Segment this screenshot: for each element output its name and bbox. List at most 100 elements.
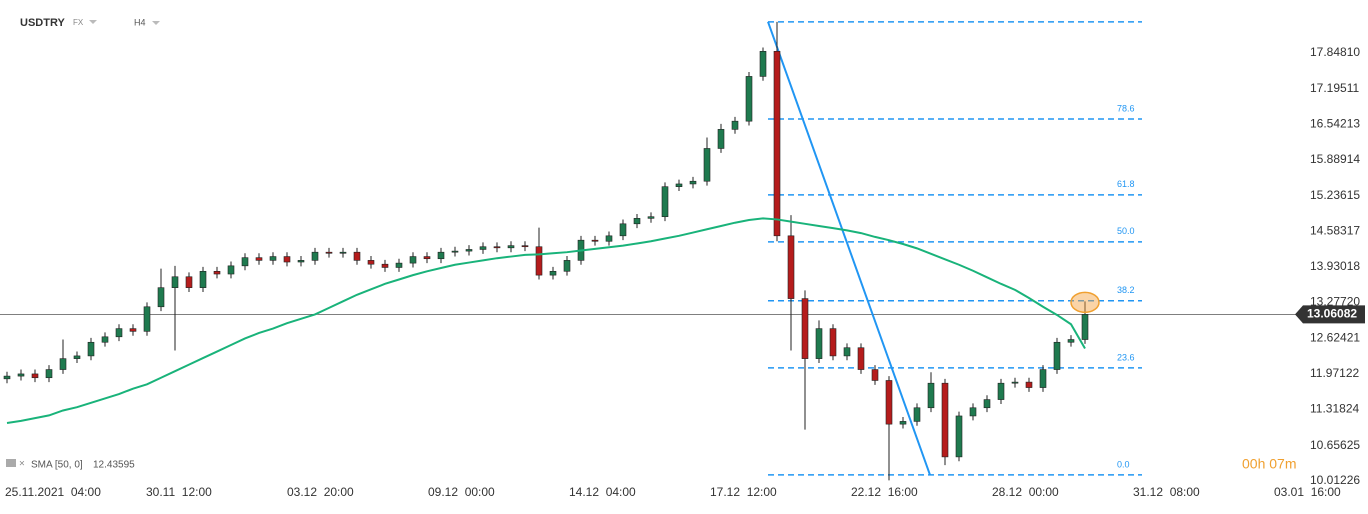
candle-body — [143, 306, 151, 332]
candle-body — [675, 183, 683, 187]
candle-body — [157, 287, 165, 308]
candle-body — [983, 399, 991, 409]
candle-body — [325, 251, 333, 254]
x-tick-label: 28.12 00:00 — [992, 485, 1059, 499]
y-tick-label: 14.58317 — [1310, 223, 1360, 237]
y-tick-label: 12.62421 — [1310, 330, 1360, 344]
candle-body — [1025, 381, 1033, 388]
candle-body — [59, 358, 67, 370]
candle-body — [913, 407, 921, 422]
close-icon[interactable]: × — [19, 459, 25, 470]
candle-body — [31, 373, 39, 379]
candle-body — [619, 223, 627, 237]
candle-body — [703, 148, 711, 182]
x-tick-label: 30.11 12:00 — [146, 485, 212, 499]
y-tick-label: 11.31824 — [1310, 402, 1359, 416]
candle-body — [507, 245, 515, 249]
candle-body — [997, 382, 1005, 400]
candle-body — [311, 251, 319, 261]
candle-body — [661, 186, 669, 218]
sma-value: 12.43595 — [93, 460, 135, 471]
candle-body — [927, 382, 935, 409]
candle-body — [857, 347, 865, 370]
fib-label: 0.0 — [1117, 459, 1130, 469]
x-tick-label: 22.12 16:00 — [851, 485, 918, 499]
candle-body — [759, 51, 767, 77]
x-tick-label: 14.12 04:00 — [569, 485, 636, 499]
candle-body — [731, 120, 739, 130]
candle-body — [535, 246, 543, 276]
candle-body — [465, 249, 473, 252]
candle-body — [1011, 381, 1019, 384]
y-tick-label: 16.54213 — [1310, 117, 1360, 131]
y-tick-label: 10.01226 — [1310, 473, 1360, 487]
candle-body — [941, 382, 949, 458]
candle-body — [605, 235, 613, 242]
symbol[interactable]: USDTRY — [20, 17, 65, 29]
candle-body — [115, 328, 123, 338]
candle-body — [213, 270, 221, 275]
candle-body — [689, 180, 697, 185]
candle-body — [297, 260, 305, 263]
candle-body — [199, 270, 207, 288]
candle-body — [843, 347, 851, 357]
price-tag-label: 13.06082 — [1307, 307, 1357, 321]
x-tick-label: 31.12 08:00 — [1133, 485, 1200, 499]
x-tick-label: 03.01 16:00 — [1274, 485, 1341, 499]
candle-body — [717, 129, 725, 149]
interval[interactable]: H4 — [134, 17, 146, 27]
fib-label: 38.2 — [1117, 285, 1135, 295]
trend-line — [767, 21, 931, 476]
candle-body — [367, 260, 375, 265]
timer: 00h 07m — [1242, 456, 1296, 472]
fib-label: 23.6 — [1117, 352, 1135, 362]
market[interactable]: FX — [73, 18, 84, 27]
candle-body — [885, 380, 893, 425]
fib-label: 61.8 — [1117, 179, 1135, 189]
candle-body — [185, 276, 193, 288]
fib-label: 78.6 — [1117, 103, 1135, 113]
candle-body — [479, 246, 487, 250]
candle-body — [801, 298, 809, 359]
candle-body — [493, 246, 501, 249]
candle-body — [269, 256, 277, 261]
dropdown-arrow[interactable] — [152, 21, 160, 25]
candle-body — [73, 355, 81, 359]
candle-body — [871, 369, 879, 381]
candle-body — [647, 216, 655, 219]
price-tag — [1295, 305, 1365, 324]
x-tick-label: 17.12 12:00 — [710, 485, 777, 499]
candle-body — [381, 263, 389, 268]
x-tick-label: 25.11.2021 04:00 — [5, 485, 101, 499]
candle-body — [633, 218, 641, 225]
dropdown-arrow[interactable] — [89, 20, 97, 24]
candle-body — [563, 260, 571, 272]
candle-body — [101, 336, 109, 343]
candle-body — [815, 328, 823, 359]
candle-body — [899, 421, 907, 425]
y-tick-label: 17.84810 — [1310, 45, 1360, 59]
candle-body — [423, 256, 431, 260]
y-tick-label: 10.65625 — [1310, 438, 1360, 452]
candle-body — [521, 245, 529, 248]
x-tick-label: 03.12 20:00 — [287, 485, 354, 499]
candle-body — [17, 373, 25, 377]
candle-body — [549, 270, 557, 276]
indicator-icon[interactable] — [6, 459, 16, 467]
sma-line — [6, 217, 1086, 425]
candle-body — [87, 341, 95, 357]
y-tick-label: 17.19511 — [1310, 81, 1359, 95]
y-tick-label: 15.88914 — [1310, 152, 1360, 166]
candle-body — [829, 328, 837, 357]
candle-body — [451, 250, 459, 253]
candle-body — [171, 276, 179, 288]
y-tick-label: 15.23615 — [1310, 188, 1360, 202]
candle-body — [773, 51, 781, 237]
candle-body — [283, 256, 291, 263]
candle-body — [45, 369, 53, 379]
candle-body — [1067, 339, 1075, 343]
candle-body — [1053, 341, 1061, 370]
candle-body — [409, 256, 417, 264]
candle-body — [255, 257, 263, 261]
candle-body — [1081, 314, 1089, 340]
